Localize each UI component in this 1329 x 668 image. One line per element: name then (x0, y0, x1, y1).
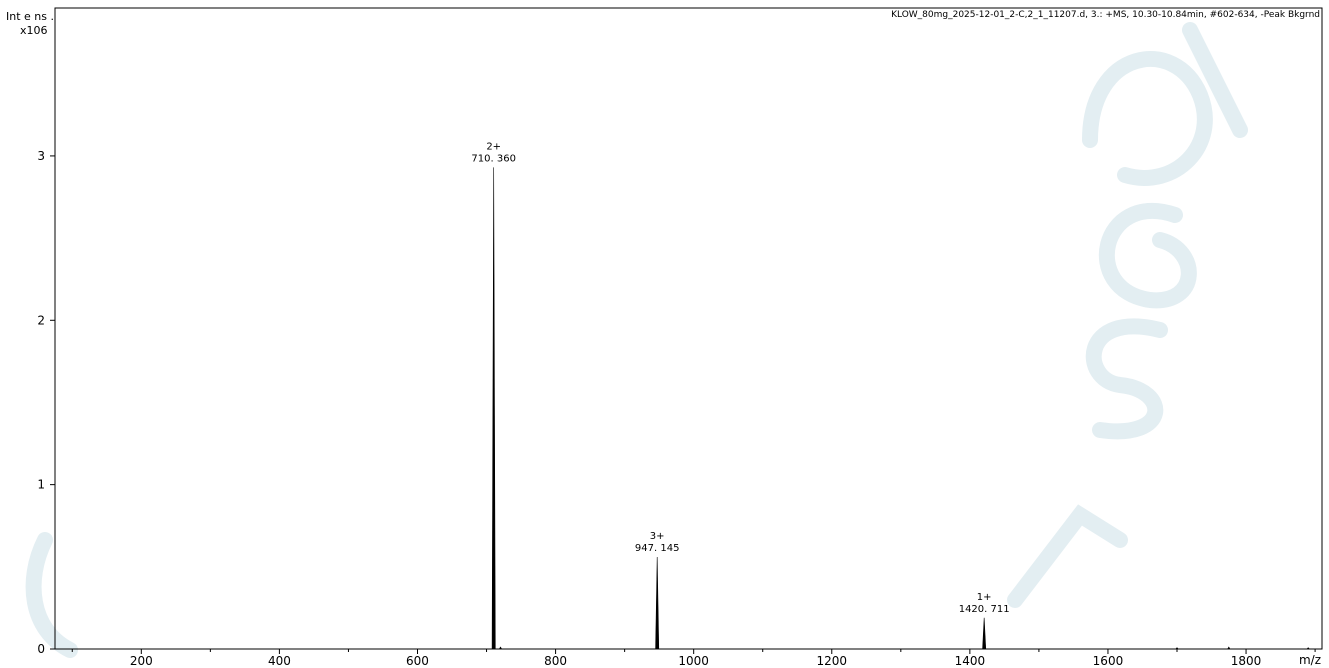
x-tick-label: 1000 (678, 654, 709, 668)
peak-charge-label: 3+ (650, 531, 665, 542)
y-tick-label: 0 (37, 642, 45, 656)
watermark (25, 22, 1248, 658)
y-tick-label: 3 (37, 149, 45, 163)
y-tick-label: 2 (37, 313, 45, 327)
plot-frame (54, 7, 1323, 650)
peak-charge-label: 1+ (977, 592, 992, 603)
spectrum-header: KLOW_80mg_2025-12-01_2-C,2_1_11207.d, 3.… (891, 10, 1320, 20)
peak-mz-label: 1420. 711 (959, 604, 1010, 615)
x-tick-label: 600 (406, 654, 429, 668)
spectrum-peak (1306, 647, 1311, 650)
x-tick-label: 1800 (1231, 654, 1262, 668)
spectrum-peak (982, 617, 987, 650)
y-axis: 0 1 2 3 (37, 149, 55, 656)
peak-mz-label: 947. 145 (635, 543, 680, 554)
x-tick-label: 1200 (816, 654, 847, 668)
spectrum-peak (1227, 646, 1231, 650)
x-tick-label: 400 (268, 654, 291, 668)
y-tick-label: 1 (37, 478, 45, 492)
x-tick-label: 200 (130, 654, 153, 668)
x-tick-label: 1400 (955, 654, 986, 668)
y-axis-scale-label: x106 (20, 24, 48, 37)
spectrum-peak (655, 556, 660, 650)
spectrum-peak (491, 167, 496, 650)
x-tick-label: 1600 (1093, 654, 1124, 668)
spectrum-peak (1175, 647, 1179, 650)
x-tick-label: 800 (544, 654, 567, 668)
x-axis: 200 400 600 800 1000 1200 1400 1600 1800 (71, 649, 1316, 668)
spectrum-peak (498, 646, 503, 650)
peaks-layer (491, 167, 1311, 650)
peak-labels-layer: 2+710. 360 3+947. 145 1+1420. 711 (471, 141, 1009, 614)
peak-mz-label: 710. 360 (471, 153, 516, 164)
peak-charge-label: 2+ (486, 141, 501, 152)
y-axis-label: Int e ns . (6, 10, 54, 23)
plot-area: 2+710. 360 3+947. 145 1+1420. 711 (54, 7, 1323, 650)
x-axis-label: m/z (1299, 653, 1321, 667)
